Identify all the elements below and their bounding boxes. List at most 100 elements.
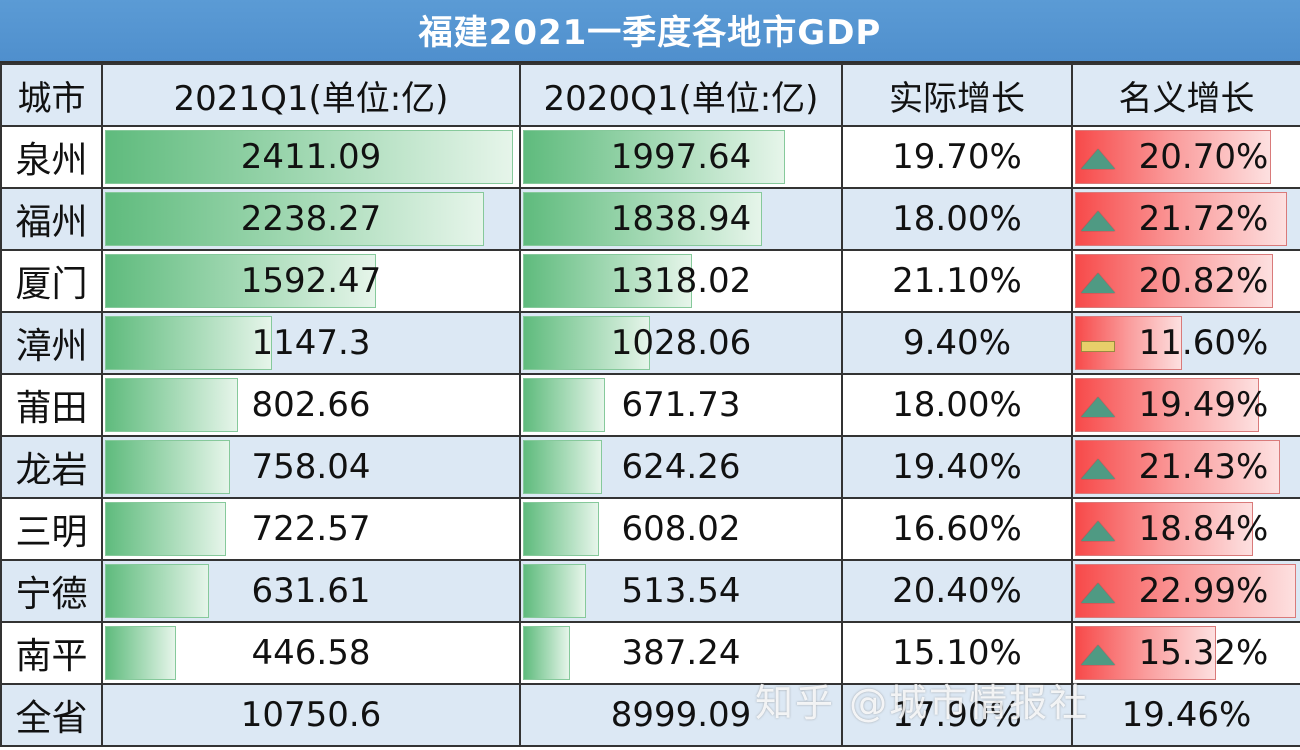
cell-nominal-growth[interactable]: 20.70% [1071, 125, 1300, 189]
total-label[interactable]: 全省 [0, 683, 103, 747]
value-2020q1: 513.54 [621, 571, 741, 611]
triangle-up-icon [1081, 583, 1115, 603]
cell-real-growth[interactable]: 18.00% [841, 373, 1073, 437]
cell-city[interactable]: 三明 [0, 497, 103, 561]
value-nominal-growth: 19.49% [1138, 385, 1269, 425]
cell-nominal-growth[interactable]: 19.49% [1071, 373, 1300, 437]
cell-2021q1[interactable]: 446.58 [101, 621, 521, 685]
table-row: 南平 446.58 387.24 15.10% 15.32% [0, 621, 1300, 685]
cell-city[interactable]: 泉州 [0, 125, 103, 189]
data-bar-2020 [523, 130, 785, 184]
cell-city[interactable]: 龙岩 [0, 435, 103, 499]
cell-real-growth[interactable]: 9.40% [841, 311, 1073, 375]
data-bar-nominal [1075, 316, 1183, 370]
value-2020q1: 387.24 [621, 633, 741, 673]
cell-2021q1[interactable]: 1147.3 [101, 311, 521, 375]
city-name: 南平 [15, 636, 88, 677]
data-bar-2021 [105, 316, 272, 370]
value-2020q1: 1838.94 [610, 199, 752, 239]
cell-city[interactable]: 福州 [0, 187, 103, 251]
value-2020q1: 671.73 [621, 385, 741, 425]
value-real-growth: 21.10% [892, 261, 1022, 301]
header-2020q1[interactable]: 2020Q1(单位:亿) [519, 63, 843, 127]
cell-2021q1[interactable]: 722.57 [101, 497, 521, 561]
table-row: 宁德 631.61 513.54 20.40% 22.99% [0, 559, 1300, 623]
cell-2021q1[interactable]: 758.04 [101, 435, 521, 499]
cell-real-growth[interactable]: 20.40% [841, 559, 1073, 623]
flat-dash-icon [1081, 341, 1115, 352]
table-title: 福建2021一季度各地市GDP [0, 0, 1300, 63]
total-real-growth[interactable]: 17.90% [841, 683, 1073, 747]
cell-2021q1[interactable]: 1592.47 [101, 249, 521, 313]
value-2021q1: 802.66 [251, 385, 371, 425]
cell-real-growth[interactable]: 16.60% [841, 497, 1073, 561]
triangle-up-icon [1081, 273, 1115, 293]
data-bar-2020 [523, 626, 571, 680]
city-name: 莆田 [15, 388, 88, 429]
cell-city[interactable]: 南平 [0, 621, 103, 685]
cell-nominal-growth[interactable]: 22.99% [1071, 559, 1300, 623]
cell-nominal-growth[interactable]: 11.60% [1071, 311, 1300, 375]
value-nominal-growth: 11.60% [1138, 323, 1269, 363]
cell-city[interactable]: 漳州 [0, 311, 103, 375]
data-bar-2020 [523, 192, 763, 246]
triangle-up-icon [1081, 397, 1115, 417]
cell-real-growth[interactable]: 19.70% [841, 125, 1073, 189]
cell-2021q1[interactable]: 802.66 [101, 373, 521, 437]
cell-2020q1[interactable]: 387.24 [519, 621, 843, 685]
value-2021q1: 722.57 [251, 509, 371, 549]
cell-2021q1[interactable]: 2238.27 [101, 187, 521, 251]
table-row: 莆田 802.66 671.73 18.00% 19.49% [0, 373, 1300, 437]
triangle-up-icon [1081, 459, 1115, 479]
header-real-growth[interactable]: 实际增长 [841, 63, 1073, 127]
value-2020q1: 608.02 [621, 509, 741, 549]
cell-city[interactable]: 莆田 [0, 373, 103, 437]
data-bar-2021 [105, 130, 513, 184]
cell-2020q1[interactable]: 1318.02 [519, 249, 843, 313]
cell-nominal-growth[interactable]: 20.82% [1071, 249, 1300, 313]
cell-2020q1[interactable]: 608.02 [519, 497, 843, 561]
cell-city[interactable]: 宁德 [0, 559, 103, 623]
cell-2020q1[interactable]: 1028.06 [519, 311, 843, 375]
value-2021q1: 446.58 [251, 633, 371, 673]
value-2021q1: 758.04 [251, 447, 371, 487]
cell-2020q1[interactable]: 513.54 [519, 559, 843, 623]
cell-real-growth[interactable]: 18.00% [841, 187, 1073, 251]
cell-2021q1[interactable]: 631.61 [101, 559, 521, 623]
cell-2020q1[interactable]: 624.26 [519, 435, 843, 499]
cell-nominal-growth[interactable]: 21.43% [1071, 435, 1300, 499]
value-nominal-growth: 18.84% [1138, 509, 1269, 549]
value-2020q1: 624.26 [621, 447, 741, 487]
city-name: 宁德 [15, 574, 88, 615]
triangle-up-icon [1081, 149, 1115, 169]
total-nominal-growth[interactable]: 19.46% [1071, 683, 1300, 747]
cell-2020q1[interactable]: 671.73 [519, 373, 843, 437]
cell-2020q1[interactable]: 1838.94 [519, 187, 843, 251]
header-2021q1[interactable]: 2021Q1(单位:亿) [101, 63, 521, 127]
cell-nominal-growth[interactable]: 21.72% [1071, 187, 1300, 251]
total-2020q1[interactable]: 8999.09 [519, 683, 843, 747]
triangle-up-icon [1081, 645, 1115, 665]
cell-nominal-growth[interactable]: 15.32% [1071, 621, 1300, 685]
cell-2021q1[interactable]: 2411.09 [101, 125, 521, 189]
table-row: 三明 722.57 608.02 16.60% 18.84% [0, 497, 1300, 561]
city-name: 漳州 [15, 326, 88, 367]
header-city[interactable]: 城市 [0, 63, 103, 127]
value-real-growth: 19.40% [892, 447, 1022, 487]
cell-city[interactable]: 厦门 [0, 249, 103, 313]
cell-real-growth[interactable]: 15.10% [841, 621, 1073, 685]
value-2021q1: 2238.27 [240, 199, 382, 239]
cell-nominal-growth[interactable]: 18.84% [1071, 497, 1300, 561]
city-name: 福州 [15, 202, 88, 243]
value-real-growth: 19.70% [892, 137, 1022, 177]
data-bar-2021 [105, 440, 230, 494]
value-real-growth: 18.00% [892, 199, 1022, 239]
value-nominal-growth: 15.32% [1138, 633, 1269, 673]
total-2021q1[interactable]: 10750.6 [101, 683, 521, 747]
cell-real-growth[interactable]: 21.10% [841, 249, 1073, 313]
cell-2020q1[interactable]: 1997.64 [519, 125, 843, 189]
header-nominal-growth[interactable]: 名义增长 [1071, 63, 1300, 127]
cell-real-growth[interactable]: 19.40% [841, 435, 1073, 499]
value-2020q1: 1997.64 [610, 137, 752, 177]
data-bar-2020 [523, 316, 651, 370]
